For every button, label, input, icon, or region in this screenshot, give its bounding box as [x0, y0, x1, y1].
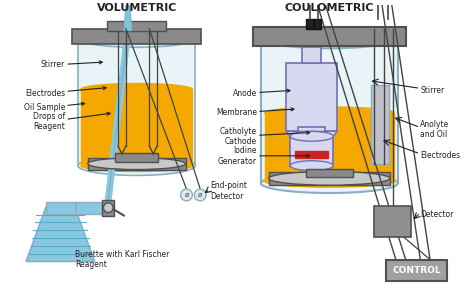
Text: Electrodes: Electrodes: [25, 86, 106, 98]
Text: End-point
Detector: End-point Detector: [210, 182, 247, 201]
Polygon shape: [26, 208, 95, 262]
Text: CONTROL: CONTROL: [392, 266, 441, 275]
Ellipse shape: [265, 107, 394, 119]
Text: Oil Sample: Oil Sample: [24, 102, 85, 112]
Bar: [253, 27, 406, 46]
Bar: [386, 259, 447, 281]
Ellipse shape: [265, 175, 394, 187]
Text: Stirrer: Stirrer: [420, 86, 445, 95]
Bar: [371, 85, 389, 164]
Bar: [75, 202, 102, 214]
Bar: [78, 38, 195, 165]
Polygon shape: [286, 131, 337, 136]
Text: VOLUMETRIC: VOLUMETRIC: [96, 3, 177, 13]
Bar: [261, 38, 398, 183]
Ellipse shape: [81, 83, 192, 95]
Bar: [286, 63, 337, 131]
Bar: [115, 153, 158, 162]
Polygon shape: [124, 4, 132, 31]
Ellipse shape: [103, 203, 113, 213]
Bar: [298, 127, 325, 146]
Bar: [295, 151, 328, 158]
Bar: [374, 206, 411, 237]
Text: Drops of
Reagent: Drops of Reagent: [33, 112, 110, 131]
Text: Detector: Detector: [420, 210, 454, 219]
Polygon shape: [126, 0, 130, 4]
Text: Stirrer: Stirrer: [41, 60, 102, 69]
Text: Burette with Karl Fischer
Reagent: Burette with Karl Fischer Reagent: [75, 250, 169, 269]
Bar: [46, 202, 75, 214]
Text: ø: ø: [184, 192, 189, 198]
Ellipse shape: [181, 189, 192, 201]
Ellipse shape: [81, 160, 192, 172]
Text: Anolyte
and Oil: Anolyte and Oil: [420, 120, 449, 139]
Bar: [81, 89, 192, 165]
Bar: [314, 19, 321, 29]
Text: ø: ø: [198, 192, 202, 198]
Bar: [265, 113, 394, 181]
Bar: [102, 200, 114, 216]
Text: COULOMETRIC: COULOMETRIC: [284, 3, 374, 13]
Bar: [302, 47, 321, 63]
Ellipse shape: [290, 131, 333, 141]
Bar: [107, 21, 166, 31]
Ellipse shape: [194, 189, 206, 201]
Bar: [306, 169, 353, 177]
Bar: [72, 29, 201, 44]
Bar: [269, 172, 390, 185]
Ellipse shape: [290, 161, 333, 171]
Text: Iodine
Generator: Iodine Generator: [218, 146, 310, 165]
Ellipse shape: [88, 158, 185, 169]
Text: Anode: Anode: [233, 89, 290, 98]
Ellipse shape: [78, 156, 195, 175]
Ellipse shape: [261, 29, 398, 48]
Ellipse shape: [261, 173, 398, 193]
Bar: [290, 136, 333, 165]
Bar: [88, 158, 185, 169]
Text: Catholyte
Cathode: Catholyte Cathode: [220, 127, 310, 146]
Text: Electrodes: Electrodes: [420, 151, 460, 160]
Ellipse shape: [269, 172, 390, 185]
Text: Membrane: Membrane: [216, 108, 294, 117]
Bar: [306, 19, 314, 29]
Ellipse shape: [78, 30, 195, 47]
